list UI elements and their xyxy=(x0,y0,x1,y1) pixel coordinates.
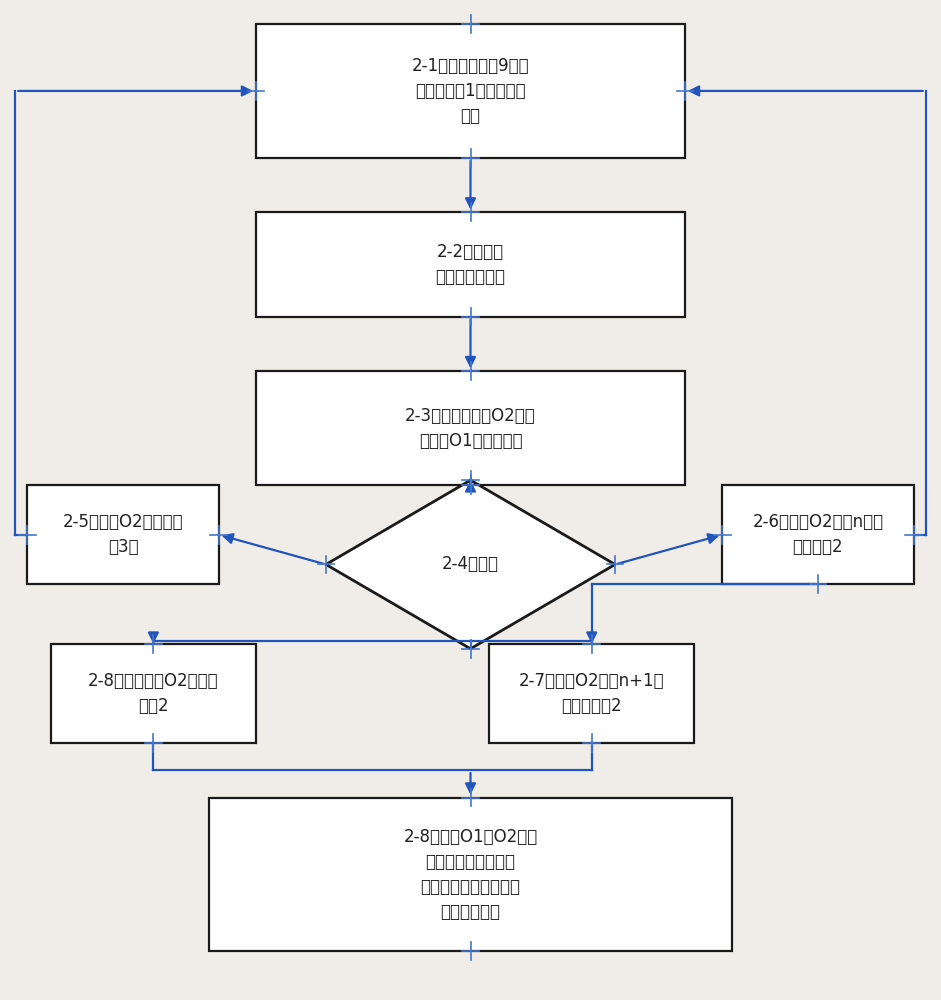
Polygon shape xyxy=(326,480,615,649)
Text: 2-1：采集摄像机9拍摄
的燕池部佭1帧图像数据
信息: 2-1：采集摄像机9拍摄 的燕池部佭1帧图像数据 信息 xyxy=(412,57,529,125)
Text: 2-2：对图像
进行处理、定义: 2-2：对图像 进行处理、定义 xyxy=(436,243,505,286)
FancyBboxPatch shape xyxy=(256,371,685,485)
FancyBboxPatch shape xyxy=(209,798,732,951)
FancyBboxPatch shape xyxy=(489,644,694,743)
FancyBboxPatch shape xyxy=(27,485,218,584)
Text: 2-5：丝端O2位于安全
区3；: 2-5：丝端O2位于安全 区3； xyxy=(63,513,183,556)
FancyBboxPatch shape xyxy=(51,644,256,743)
Text: 2-3：计算出丝端O2与燕
池中心O1的相对位置: 2-3：计算出丝端O2与燕 池中心O1的相对位置 xyxy=(406,407,535,450)
Text: 2-8：根据O1与O2的相
对位置，生成反馈信
号，发送给执行机构，
进行位置调节: 2-8：根据O1与O2的相 对位置，生成反馈信 号，发送给执行机构， 进行位置调… xyxy=(404,828,537,921)
Text: 2-4：判断: 2-4：判断 xyxy=(442,555,499,573)
FancyBboxPatch shape xyxy=(256,212,685,317)
Text: 2-6：丝端O2连箼n次位
于过渡区2: 2-6：丝端O2连箼n次位 于过渡区2 xyxy=(753,513,884,556)
Text: 2-8：状态丝端O2越出过
渡区2: 2-8：状态丝端O2越出过 渡区2 xyxy=(88,672,218,715)
FancyBboxPatch shape xyxy=(256,24,685,158)
Text: 2-7：丝端O2连箼n+1次
位于过渡区2: 2-7：丝端O2连箼n+1次 位于过渡区2 xyxy=(518,672,664,715)
FancyBboxPatch shape xyxy=(723,485,914,584)
